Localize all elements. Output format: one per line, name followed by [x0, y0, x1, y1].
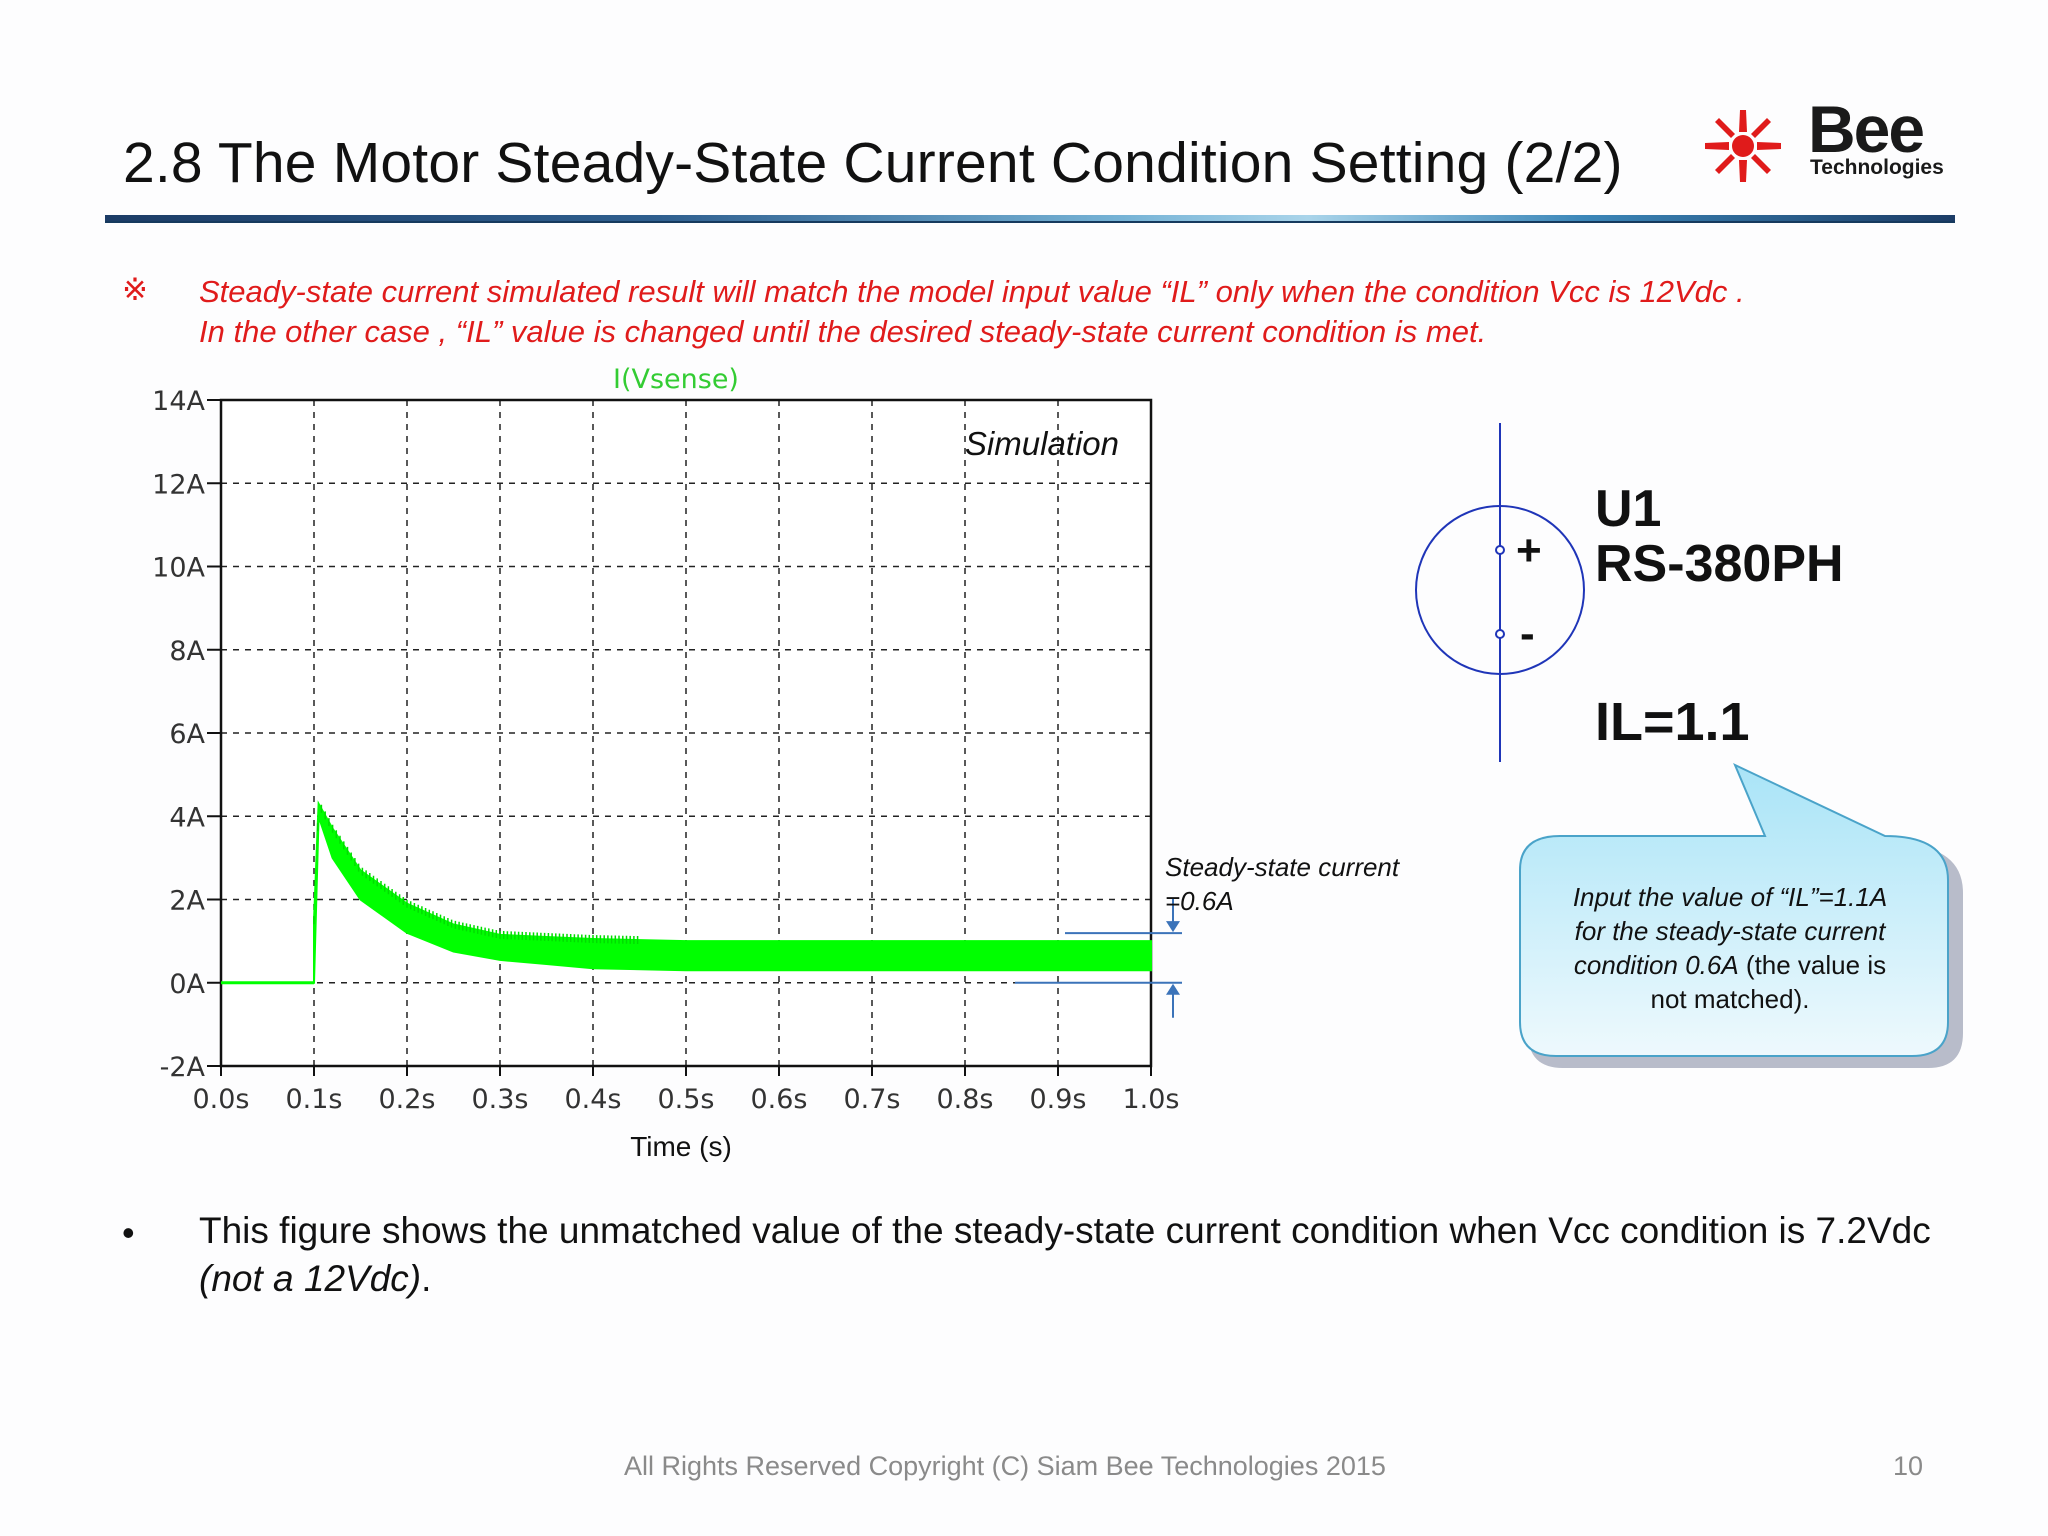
title-rule-line [105, 221, 1955, 223]
x-axis-label: Time (s) [630, 1131, 732, 1162]
x-tick-label: 0.5s [657, 1084, 714, 1115]
note-text: Steady-state current simulated result wi… [199, 272, 1949, 352]
slide-title: 2.8 The Motor Steady-State Current Condi… [123, 131, 1623, 195]
y-tick-label: 10A [152, 553, 205, 584]
chart-labels: 0.0s 0.1s 0.2s 0.3s 0.4s 0.5s 0.6s 0.7s 0.8s 0.9s… [152, 364, 1179, 1162]
y-tick-label: 12A [152, 469, 205, 500]
x-tick-label: 0.6s [750, 1084, 807, 1115]
callout-line-4: not matched). [1650, 984, 1810, 1014]
steady-state-label-line-2: =0.6A [1165, 886, 1234, 916]
bullet-italic: (not a 12Vdc) [199, 1258, 422, 1299]
y-tick-label: 14A [152, 386, 205, 417]
x-tick-label: 1.0s [1122, 1084, 1179, 1115]
motor-minus-sign: - [1520, 609, 1535, 658]
x-tick-label: 0.4s [564, 1084, 621, 1115]
bullet-end: . [421, 1258, 432, 1299]
y-tick-label: 4A [169, 802, 205, 833]
chart-title: I(Vsense) [613, 364, 739, 395]
motor-il-param: IL=1.1 [1595, 692, 1750, 752]
x-tick-label: 0.1s [285, 1084, 342, 1115]
x-tick-label: 0.2s [378, 1084, 435, 1115]
callout-text: Input the value of “IL”=1.1A for the ste… [1520, 880, 1940, 1016]
motor-model: RS-380PH [1595, 535, 1844, 593]
x-tick-label: 0.9s [1029, 1084, 1086, 1115]
note-line-2: In the other case , “IL” value is change… [199, 314, 1487, 349]
page-number: 10 [1893, 1451, 1924, 1481]
bullet-body: This figure shows the unmatched value of… [199, 1210, 1931, 1251]
callout-line-1: Input the value of “IL”=1.1A [1572, 882, 1888, 912]
y-tick-label: 0A [169, 969, 205, 1000]
title-rule [105, 215, 1955, 222]
callout-line-3: condition 0.6A (the value is [1520, 948, 1940, 982]
callout-line-2: for the steady-state current [1574, 916, 1886, 946]
bee-logo-icon [1705, 110, 1781, 182]
x-tick-label: 0.8s [936, 1084, 993, 1115]
motor-circle [1415, 505, 1585, 675]
y-tick-label: 8A [169, 636, 205, 667]
series-envelope [221, 800, 1152, 984]
y-tick-label: 2A [169, 886, 205, 917]
note-line-1: Steady-state current simulated result wi… [199, 274, 1745, 309]
motor-plus-sign: + [1516, 526, 1542, 575]
chart-axes [207, 398, 1153, 1076]
chart-series [221, 800, 1152, 985]
y-tick-label: -2A [160, 1052, 206, 1083]
marker-arrow-down-head [1166, 921, 1180, 933]
steady-state-marker [1015, 898, 1182, 1018]
motor-ref: U1 [1595, 480, 1662, 538]
footer-copyright: All Rights Reserved Copyright (C) Siam B… [624, 1451, 1386, 1481]
x-tick-label: 0.0s [192, 1084, 249, 1115]
series-ripple [313, 804, 639, 944]
panel-label: Simulation [965, 425, 1119, 462]
motor-pin-plus [1495, 545, 1505, 555]
note-mark: ※ [122, 272, 148, 307]
marker-arrow-up-head [1166, 983, 1180, 995]
x-tick-label: 0.7s [843, 1084, 900, 1115]
y-tick-label: 6A [169, 719, 205, 750]
x-tick-label: 0.3s [471, 1084, 528, 1115]
callout-line-3-italic: condition 0.6A [1573, 950, 1739, 980]
callout-line-3-rest: (the value is [1738, 950, 1887, 980]
steady-state-label: Steady-state current =0.6A [1165, 850, 1399, 918]
bullet-dot: • [122, 1212, 135, 1253]
motor-pin-minus [1495, 629, 1505, 639]
callout-bubble [1519, 762, 1949, 1057]
bullet-text: This figure shows the unmatched value of… [199, 1207, 1959, 1303]
logo-brand: Bee [1808, 92, 1925, 166]
logo-subtitle: Technologies [1810, 156, 1944, 179]
steady-state-label-line-1: Steady-state current [1165, 852, 1400, 882]
